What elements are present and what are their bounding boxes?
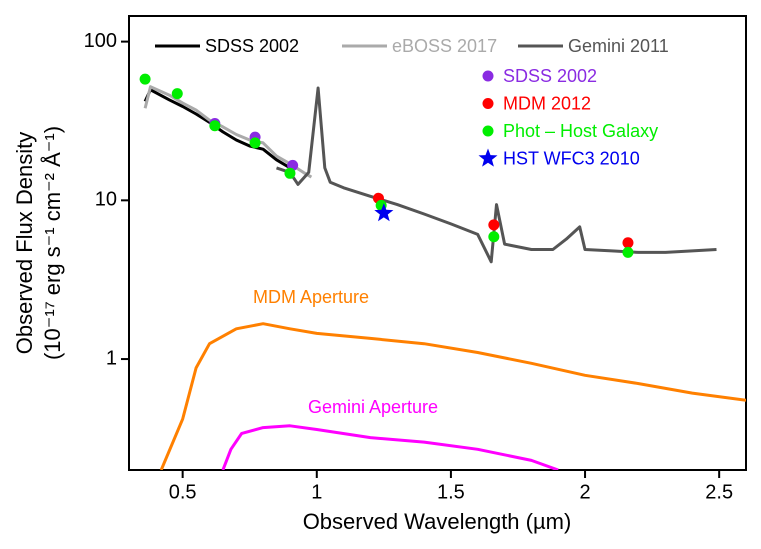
legend-marker xyxy=(482,70,494,82)
legend-marker xyxy=(482,125,494,137)
legend-marker xyxy=(478,148,498,167)
spectrum-line xyxy=(143,85,313,179)
legend-marker xyxy=(482,98,494,109)
data-point xyxy=(284,167,296,179)
plot-frame xyxy=(128,15,747,471)
data-point xyxy=(374,203,394,222)
legend-label: SDSS 2002 xyxy=(503,66,597,86)
y-tick-label: 1 xyxy=(106,347,117,369)
data-point xyxy=(488,219,500,231)
series-annotation: MDM Aperture xyxy=(253,287,369,307)
spectrum-line xyxy=(159,322,746,470)
data-point xyxy=(249,137,261,149)
x-tick-label: 0.5 xyxy=(169,481,197,503)
y-tick-label: 10 xyxy=(95,189,117,211)
plot-area xyxy=(139,73,746,470)
x-tick-label: 1 xyxy=(311,481,322,503)
legend-label: eBOSS 2017 xyxy=(392,36,497,56)
spectrum-line xyxy=(221,424,559,470)
series-annotation: Gemini Aperture xyxy=(308,397,438,417)
legend-label: Gemini 2011 xyxy=(568,36,669,56)
data-point xyxy=(139,73,151,85)
data-point xyxy=(209,120,221,132)
spectrum-line xyxy=(276,86,717,264)
legend-label: SDSS 2002 xyxy=(205,36,299,56)
y-axis-label: (10⁻¹⁷ erg s⁻¹ cm⁻² Å⁻¹) xyxy=(40,126,65,360)
x-tick-label: 2.5 xyxy=(705,481,733,503)
legend-label: HST WFC3 2010 xyxy=(503,148,640,168)
data-point xyxy=(171,88,183,100)
x-tick-label: 2 xyxy=(579,481,590,503)
data-point xyxy=(488,231,500,243)
data-point xyxy=(622,246,634,258)
legend-label: Phot – Host Galaxy xyxy=(503,121,658,141)
y-axis-label: Observed Flux Density xyxy=(12,132,37,355)
data-point xyxy=(622,237,634,249)
x-tick-label: 1.5 xyxy=(437,481,465,503)
legend-label: MDM 2012 xyxy=(503,93,591,113)
y-tick-label: 100 xyxy=(84,30,117,52)
x-axis-label: Observed Wavelength (µm) xyxy=(303,509,572,534)
